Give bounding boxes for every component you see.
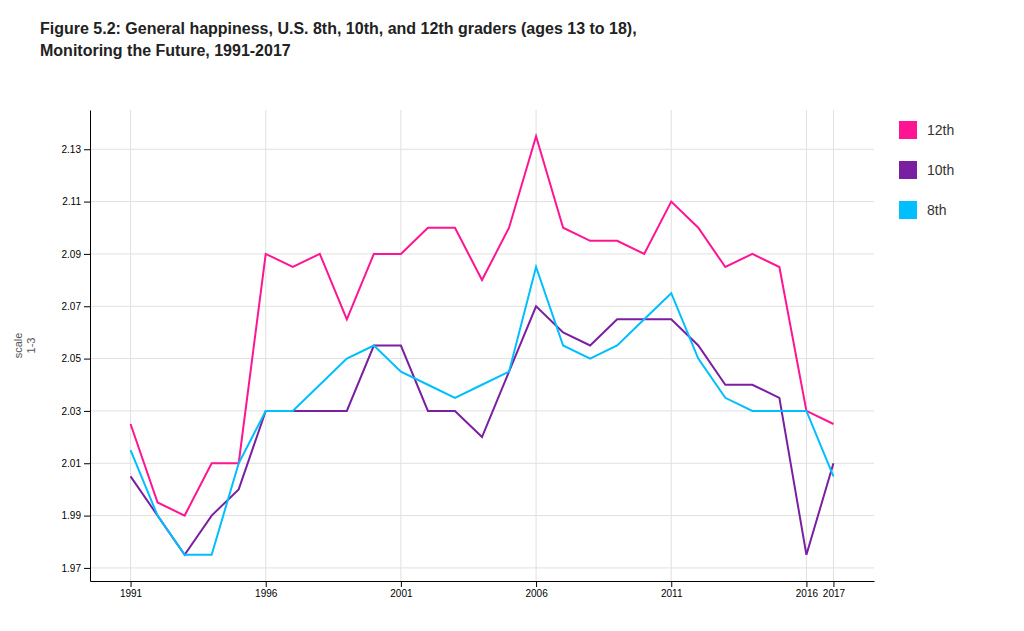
title-line: Figure 5.2: General happiness, U.S. 8th,… xyxy=(40,20,637,37)
y-tick-label: 2.03 xyxy=(62,406,82,417)
y-tick: 1.99 xyxy=(62,510,90,521)
x-tick: 2017 xyxy=(823,581,846,599)
x-tick: 2011 xyxy=(661,581,683,599)
x-tick-mark xyxy=(401,581,402,587)
y-tick: 2.09 xyxy=(62,249,90,260)
grid-line-y xyxy=(90,358,874,359)
legend-label: 8th xyxy=(927,202,946,218)
legend-label: 12th xyxy=(927,122,954,138)
y-tick: 2.05 xyxy=(62,353,90,364)
y-tick: 2.01 xyxy=(62,458,90,469)
lines xyxy=(131,136,834,555)
grid-line-x xyxy=(536,110,537,581)
y-tick: 2.07 xyxy=(62,301,90,312)
y-tick-label: 2.07 xyxy=(62,301,82,312)
x-axis-line xyxy=(91,581,875,582)
x-tick: 2016 xyxy=(796,581,819,599)
y-tick-mark xyxy=(84,463,90,464)
grid-line-x xyxy=(806,110,807,581)
grid xyxy=(90,110,874,581)
y-tick-mark xyxy=(84,516,90,517)
x-tick-label: 1991 xyxy=(120,588,143,599)
x-tick-label: 1996 xyxy=(255,588,278,599)
y-tick-label: 2.05 xyxy=(62,353,82,364)
chart: Figure 5.2: General happiness, U.S. 8th,… xyxy=(0,0,1024,631)
y-tick-mark xyxy=(84,202,90,203)
legend-swatch xyxy=(899,161,917,179)
x-tick-label: 2011 xyxy=(661,588,683,599)
y-tick-mark xyxy=(84,411,90,412)
grid-line-y xyxy=(90,463,874,464)
y-tick: 1.97 xyxy=(62,563,90,574)
grid-line-y xyxy=(90,149,874,150)
legend-item: 10th xyxy=(899,161,954,179)
y-axis: 1.97 1.99 2.01 2.03 2.05 2.07 2.09 2.11 2.13 xyxy=(62,111,91,582)
grid-line-y xyxy=(90,567,874,568)
y-tick-label: 2.11 xyxy=(62,196,81,207)
y-tick-label: 2.01 xyxy=(62,458,82,469)
legend-swatch xyxy=(899,121,917,139)
y-tick-label: 1.97 xyxy=(62,563,82,574)
grid-line-x xyxy=(833,110,834,581)
y-tick: 2.11 xyxy=(62,196,90,207)
y-label-line: 1-3 xyxy=(25,338,37,354)
grid-line-x xyxy=(265,110,266,581)
y-label-line: scale xyxy=(12,333,24,359)
grid-line-x xyxy=(130,110,131,581)
grid-line-y xyxy=(90,306,874,307)
y-tick-label: 2.13 xyxy=(62,144,82,155)
x-tick: 2006 xyxy=(525,581,548,599)
x-tick: 2001 xyxy=(390,581,413,599)
plot: 1991 1996 2001 2006 2011 2016 2017 1.97 1.99 2.01… xyxy=(62,110,875,599)
y-tick-label: 2.09 xyxy=(62,249,82,260)
x-axis: 1991 1996 2001 2006 2011 2016 2017 xyxy=(91,581,875,599)
x-tick-mark xyxy=(671,581,672,587)
legend-item: 8th xyxy=(899,201,946,219)
legend: 12th 10th 8th xyxy=(899,121,954,219)
x-tick-label: 2006 xyxy=(525,588,548,599)
y-label: scale1-3 xyxy=(12,333,37,359)
y-tick-mark xyxy=(84,306,90,307)
x-tick: 1991 xyxy=(120,581,143,599)
series-line xyxy=(131,136,834,515)
y-tick: 2.13 xyxy=(62,144,90,155)
x-tick-mark xyxy=(833,581,834,587)
grid-line-y xyxy=(90,201,874,202)
y-tick-mark xyxy=(84,149,90,150)
series-line xyxy=(131,267,834,555)
x-tick-label: 2001 xyxy=(390,588,413,599)
legend-label: 10th xyxy=(927,162,954,178)
y-tick-mark xyxy=(84,359,90,360)
x-tick-label: 2016 xyxy=(796,588,819,599)
legend-swatch xyxy=(899,201,917,219)
y-tick-mark xyxy=(84,254,90,255)
grid-line-y xyxy=(90,515,874,516)
title-line: Monitoring the Future, 1991-2017 xyxy=(40,42,291,59)
x-tick-mark xyxy=(536,581,537,587)
grid-line-x xyxy=(671,110,672,581)
x-tick-mark xyxy=(131,581,132,587)
title: Figure 5.2: General happiness, U.S. 8th,… xyxy=(40,20,637,59)
y-tick-label: 1.99 xyxy=(62,510,82,521)
grid-line-y xyxy=(90,253,874,254)
y-tick-mark xyxy=(84,568,90,569)
y-tick: 2.03 xyxy=(62,406,90,417)
series-line xyxy=(131,306,834,555)
x-tick-mark xyxy=(266,581,267,587)
x-tick-mark xyxy=(806,581,807,587)
legend-item: 12th xyxy=(899,121,954,139)
x-tick: 1996 xyxy=(255,581,278,599)
x-tick-label: 2017 xyxy=(823,588,846,599)
y-axis-line xyxy=(90,111,91,582)
